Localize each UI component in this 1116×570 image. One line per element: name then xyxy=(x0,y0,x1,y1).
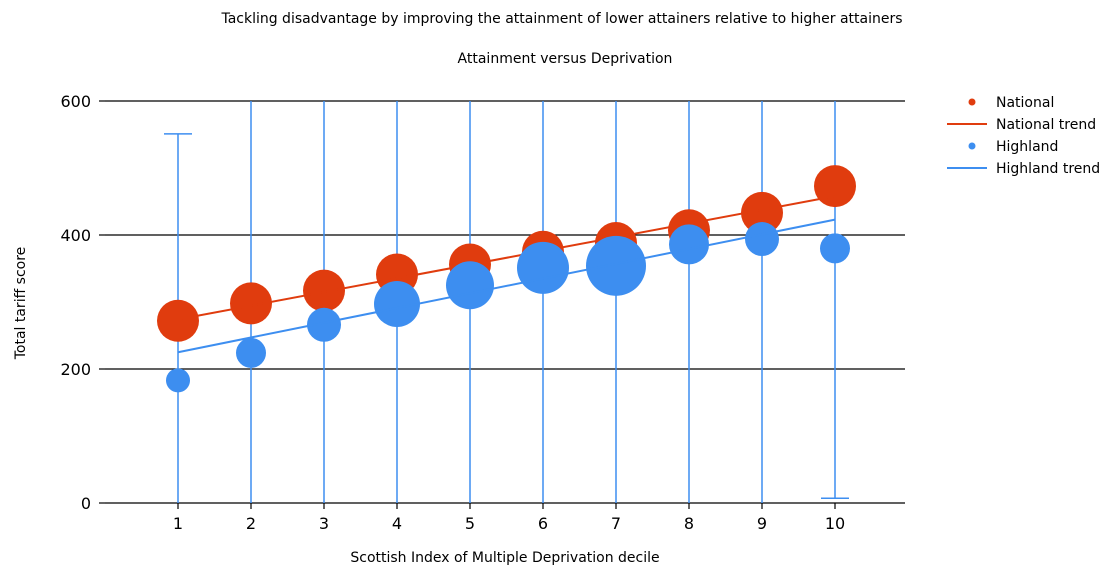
highland-point-2 xyxy=(236,337,266,368)
y-tick-label-0: 0 xyxy=(81,494,91,513)
highland-point-7 xyxy=(586,235,646,296)
legend-label-national: National xyxy=(996,95,1054,111)
highland-point-6 xyxy=(517,241,569,294)
x-tick-labels: 1 2 3 4 5 6 7 8 9 10 xyxy=(173,514,845,533)
highland-trend-line xyxy=(177,218,836,354)
x-tick-label-5: 5 xyxy=(465,514,475,533)
national-point-1 xyxy=(157,299,199,342)
highland-point-10 xyxy=(820,233,850,264)
y-axis-label: Total tariff score xyxy=(13,247,29,361)
national-point-9 xyxy=(741,191,783,234)
x-axis-label: Scottish Index of Multiple Deprivation d… xyxy=(350,550,659,566)
x-tick-label-8: 8 xyxy=(684,514,694,533)
highland-point-9 xyxy=(745,222,779,257)
x-tick-label-1: 1 xyxy=(173,514,183,533)
highland-point-3 xyxy=(307,307,341,342)
gridlines xyxy=(105,100,905,370)
national-point-3 xyxy=(303,269,345,312)
y-tick-labels: 0 200 400 600 xyxy=(60,92,91,513)
highland-point-1 xyxy=(166,368,190,393)
highland-point-5 xyxy=(446,261,494,310)
legend-label-highland: Highland xyxy=(996,139,1058,155)
national-point-10 xyxy=(814,165,856,208)
x-tick-label-3: 3 xyxy=(319,514,329,533)
legend-marker-highland xyxy=(968,142,976,150)
national-point-2 xyxy=(230,282,272,325)
highland-points xyxy=(166,222,850,393)
highland-trend xyxy=(177,218,836,354)
x-tick-label-6: 6 xyxy=(538,514,548,533)
national-trend-line xyxy=(177,195,836,321)
y-tick-label-400: 400 xyxy=(60,226,91,245)
x-tick-label-2: 2 xyxy=(246,514,256,533)
national-trend xyxy=(177,195,836,321)
x-tick-label-9: 9 xyxy=(757,514,767,533)
legend: National National trend Highland Highland t… xyxy=(947,95,1100,177)
legend-marker-national xyxy=(968,98,976,106)
national-points xyxy=(157,165,856,342)
legend-label-national-trend: National trend xyxy=(996,117,1096,133)
chart-title: Tackling disadvantage by improving the a… xyxy=(220,11,902,27)
highland-point-8 xyxy=(669,224,709,265)
x-tick-label-7: 7 xyxy=(611,514,621,533)
axes xyxy=(99,100,905,509)
y-tick-label-200: 200 xyxy=(60,360,91,379)
x-tick-label-10: 10 xyxy=(825,514,845,533)
y-tick-label-600: 600 xyxy=(60,92,91,111)
highland-point-4 xyxy=(374,281,420,328)
legend-label-highland-trend: Highland trend xyxy=(996,161,1100,177)
x-tick-label-4: 4 xyxy=(392,514,402,533)
chart-subtitle: Attainment versus Deprivation xyxy=(458,51,673,67)
